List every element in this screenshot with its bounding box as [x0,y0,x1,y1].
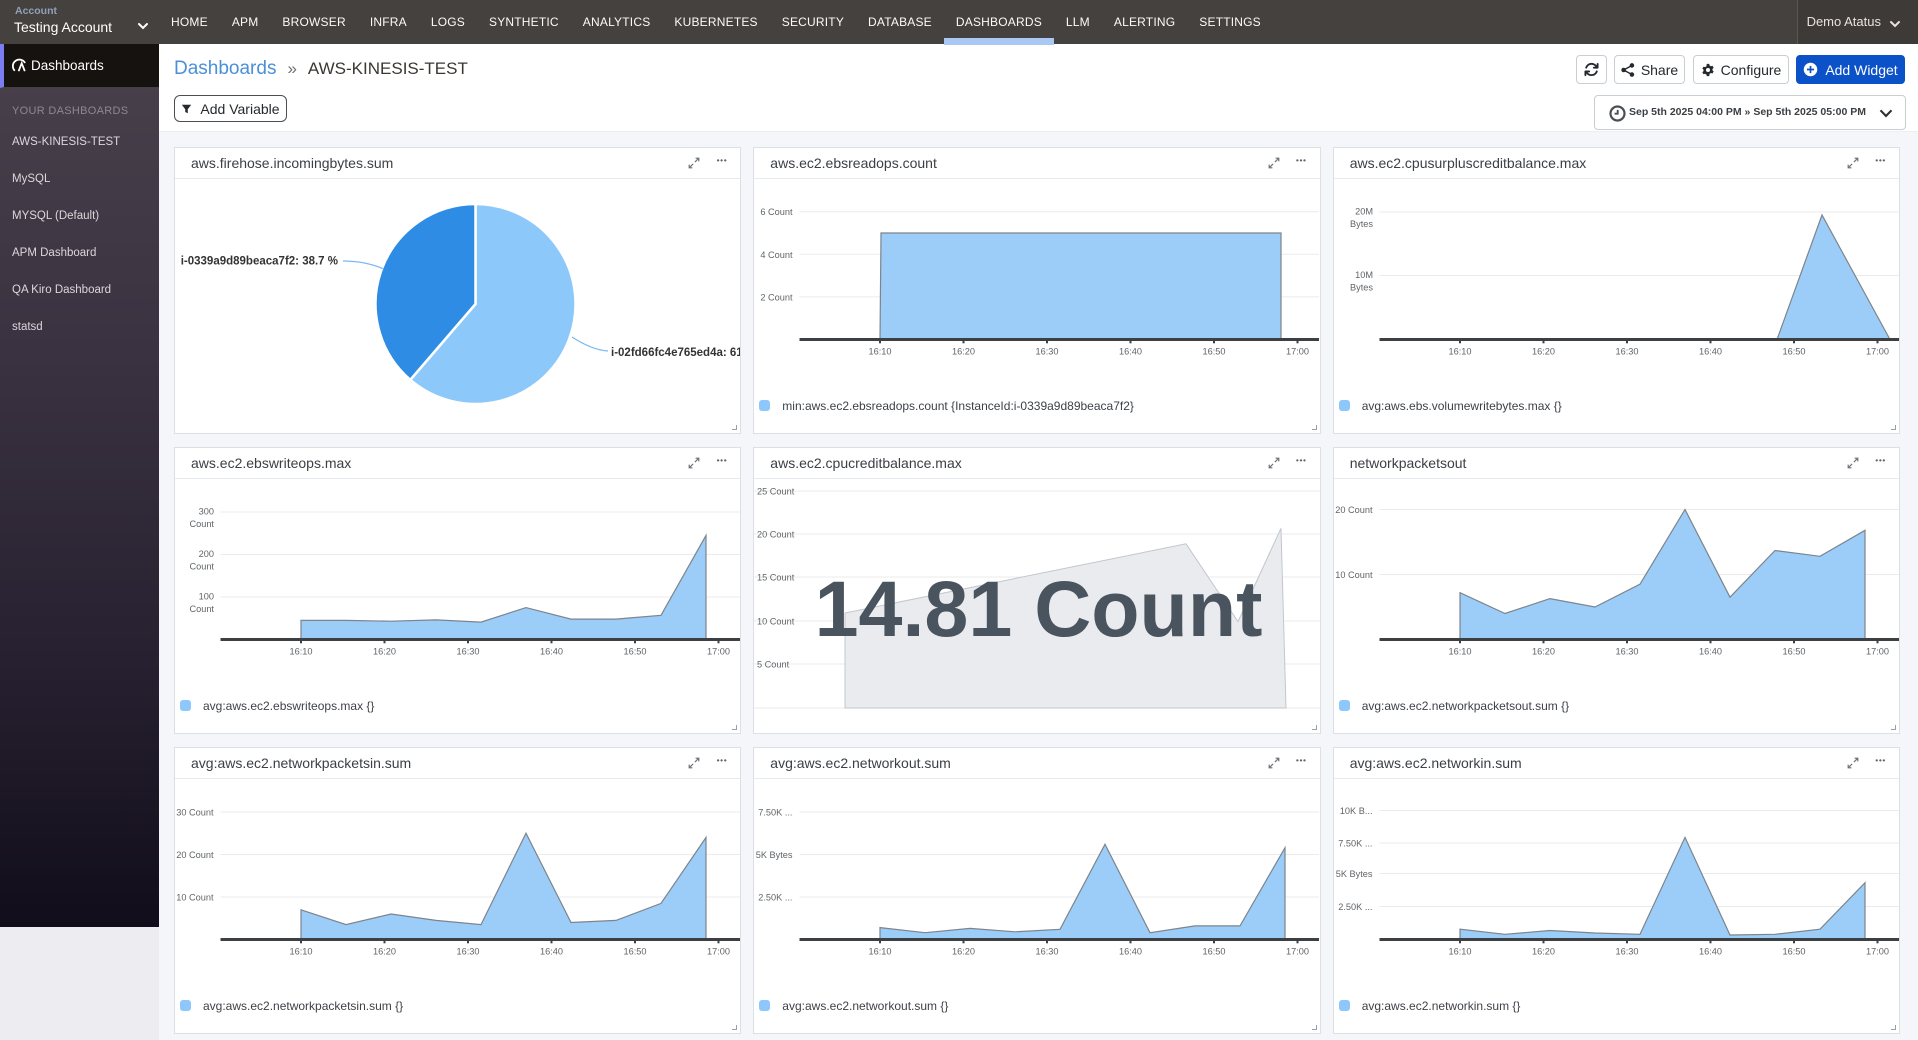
svg-text:17:00: 17:00 [707,946,730,956]
svg-text:30 Count: 30 Count [176,807,214,817]
svg-text:7.50K ...: 7.50K ... [759,807,793,817]
svg-text:16:40: 16:40 [1119,946,1142,956]
svg-text:16:30: 16:30 [457,646,480,656]
svg-text:16:40: 16:40 [540,946,563,956]
svg-text:i-0339a9d89beaca7f2: 38.7 %: i-0339a9d89beaca7f2: 38.7 % [181,255,338,267]
svg-text:17:00: 17:00 [1866,946,1889,956]
svg-text:16:10: 16:10 [1448,346,1471,356]
svg-text:100: 100 [199,591,214,601]
svg-text:16:30: 16:30 [1615,646,1638,656]
svg-text:16:50: 16:50 [1782,346,1805,356]
svg-text:Bytes: Bytes [1350,282,1373,292]
svg-text:16:30: 16:30 [457,946,480,956]
svg-text:16:50: 16:50 [1782,646,1805,656]
svg-text:5K Bytes: 5K Bytes [756,850,793,860]
svg-text:17:00: 17:00 [1286,346,1309,356]
svg-text:10 Count: 10 Count [176,892,214,902]
svg-text:16:20: 16:20 [952,946,975,956]
svg-text:300: 300 [199,506,214,516]
svg-text:20M: 20M [1355,206,1373,216]
svg-text:Count: Count [189,561,214,571]
svg-text:17:00: 17:00 [707,646,730,656]
svg-text:16:50: 16:50 [624,946,647,956]
svg-text:6 Count: 6 Count [761,207,794,217]
svg-text:16:40: 16:40 [1119,346,1142,356]
svg-text:20 Count: 20 Count [176,850,214,860]
svg-text:20 Count: 20 Count [757,529,795,539]
svg-text:15 Count: 15 Count [757,572,795,582]
svg-text:Bytes: Bytes [1350,219,1373,229]
svg-text:16:50: 16:50 [624,646,647,656]
svg-text:16:40: 16:40 [1699,646,1722,656]
svg-text:5 Count: 5 Count [757,659,790,669]
svg-text:16:30: 16:30 [1036,946,1059,956]
svg-text:16:10: 16:10 [869,346,892,356]
svg-text:16:50: 16:50 [1203,946,1226,956]
svg-text:16:10: 16:10 [290,646,313,656]
svg-text:2 Count: 2 Count [761,292,794,302]
svg-text:16:50: 16:50 [1203,346,1226,356]
svg-text:7.50K ...: 7.50K ... [1338,838,1372,848]
svg-text:16:30: 16:30 [1036,346,1059,356]
svg-text:16:40: 16:40 [540,646,563,656]
svg-text:16:20: 16:20 [1532,946,1555,956]
svg-text:16:30: 16:30 [1615,346,1638,356]
svg-text:2.50K ...: 2.50K ... [759,892,793,902]
svg-text:16:10: 16:10 [869,946,892,956]
svg-text:25 Count: 25 Count [757,486,795,496]
svg-text:Count: Count [189,604,214,614]
svg-text:14.81 Count: 14.81 Count [815,564,1263,653]
svg-text:5K Bytes: 5K Bytes [1335,869,1372,879]
svg-text:16:10: 16:10 [1448,946,1471,956]
svg-text:16:40: 16:40 [1699,946,1722,956]
svg-text:Count: Count [189,519,214,529]
svg-text:16:20: 16:20 [373,646,396,656]
svg-text:2.50K ...: 2.50K ... [1338,902,1372,912]
svg-text:16:10: 16:10 [1448,646,1471,656]
svg-text:16:40: 16:40 [1699,346,1722,356]
svg-text:16:10: 16:10 [290,946,313,956]
svg-text:200: 200 [199,549,214,559]
svg-text:16:20: 16:20 [373,946,396,956]
svg-text:17:00: 17:00 [1286,946,1309,956]
svg-text:16:20: 16:20 [1532,346,1555,356]
svg-text:16:20: 16:20 [952,346,975,356]
svg-text:17:00: 17:00 [1866,346,1889,356]
svg-text:10 Count: 10 Count [1335,570,1373,580]
svg-text:17:00: 17:00 [1866,646,1889,656]
svg-text:16:50: 16:50 [1782,946,1805,956]
svg-text:10M: 10M [1355,270,1373,280]
svg-text:4 Count: 4 Count [761,249,794,259]
svg-text:i-02fd66fc4e765ed4a: 61.3 %: i-02fd66fc4e765ed4a: 61.3 % [611,347,741,359]
svg-text:16:20: 16:20 [1532,646,1555,656]
svg-text:10K B...: 10K B... [1340,806,1373,816]
svg-text:20 Count: 20 Count [1335,505,1373,515]
svg-text:10 Count: 10 Count [757,616,795,626]
svg-text:16:30: 16:30 [1615,946,1638,956]
